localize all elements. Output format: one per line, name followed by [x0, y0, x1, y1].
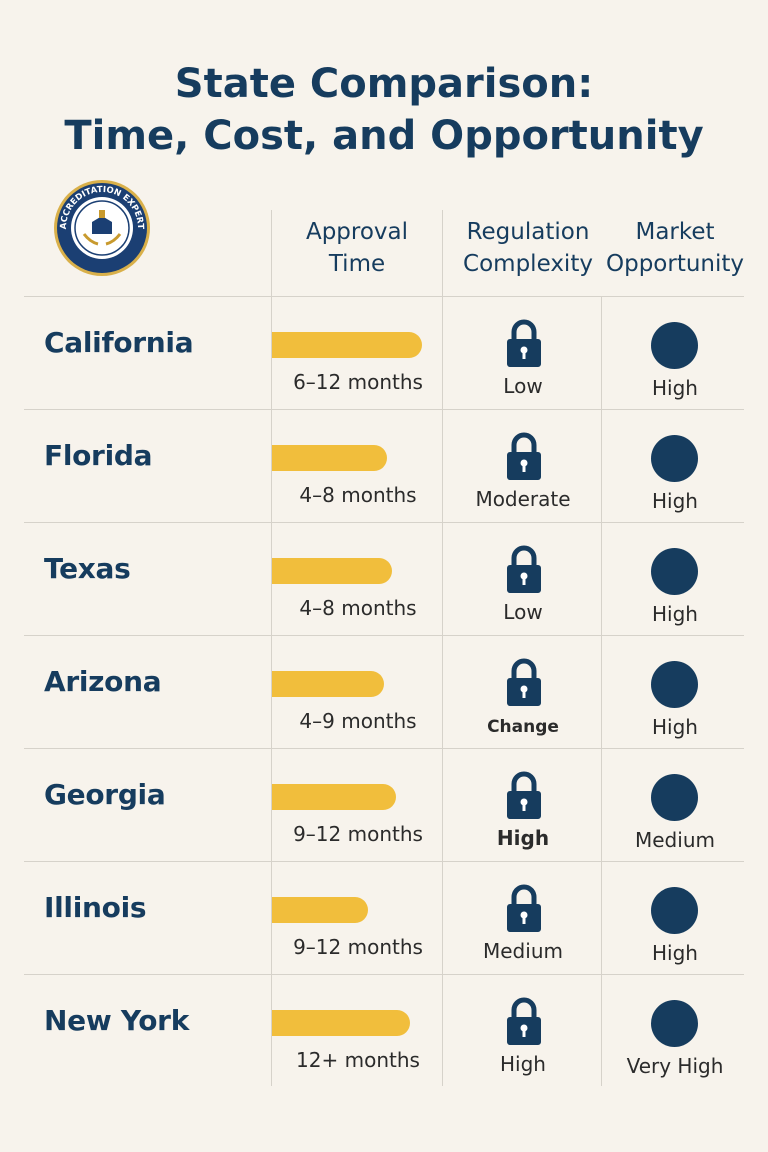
approval-time-label: 4–8 months	[299, 483, 417, 507]
state-name: New York	[44, 1004, 190, 1037]
approval-time-bar	[272, 445, 387, 471]
regulation-complexity-label: Medium	[483, 939, 563, 963]
lock-icon	[507, 884, 541, 932]
table-row: Texas 4–8 months Low High	[24, 522, 744, 635]
state-name: Arizona	[44, 665, 162, 698]
approval-time-bar	[272, 558, 392, 584]
approval-time-bar	[272, 332, 422, 358]
approval-time-label: 4–9 months	[299, 709, 417, 733]
divider	[601, 296, 602, 1086]
market-opportunity-label: Medium	[635, 828, 715, 852]
approval-time-bar	[272, 897, 368, 923]
market-opportunity-dot-icon	[651, 661, 698, 708]
market-opportunity-label: High	[652, 941, 698, 965]
regulation-complexity-label: High	[496, 826, 550, 850]
approval-time-bar	[272, 784, 396, 810]
comparison-table: Approval Time Regulation Complexity Mark…	[24, 210, 744, 1086]
state-name: Illinois	[44, 891, 147, 924]
market-opportunity-label: High	[652, 602, 698, 626]
row-divider	[24, 409, 744, 410]
market-opportunity-label: High	[652, 376, 698, 400]
regulation-complexity-label: Change	[487, 717, 559, 737]
approval-time-bar	[272, 671, 384, 697]
row-divider	[24, 974, 744, 975]
market-opportunity-dot-icon	[651, 435, 698, 482]
lock-icon	[507, 771, 541, 819]
approval-time-label: 9–12 months	[293, 935, 423, 959]
title-line-2: Time, Cost, and Opportunity	[64, 113, 704, 159]
column-header-approval-time: Approval Time	[305, 219, 409, 277]
lock-icon	[507, 319, 541, 367]
regulation-complexity-label: Low	[503, 600, 543, 624]
table-row: New York 12+ months High Very High	[24, 974, 744, 1087]
lock-icon	[507, 658, 541, 706]
state-name: California	[44, 326, 194, 359]
page-title: State Comparison: Time, Cost, and Opport…	[0, 58, 768, 162]
row-divider	[24, 522, 744, 523]
row-divider	[24, 635, 744, 636]
market-opportunity-label: High	[652, 489, 698, 513]
regulation-complexity-label: High	[500, 1052, 546, 1076]
row-divider	[24, 296, 744, 297]
column-header-regulation-complexity: Regulation Complexity	[463, 219, 593, 277]
market-opportunity-label: Very High	[626, 1054, 724, 1078]
lock-icon	[507, 997, 541, 1045]
approval-time-label: 9–12 months	[293, 822, 423, 846]
title-line-1: State Comparison:	[174, 61, 594, 107]
approval-time-label: 12+ months	[296, 1048, 420, 1072]
approval-time-bar	[272, 1010, 410, 1036]
table-row: Illinois 9–12 months Medium High	[24, 861, 744, 974]
table-row: Florida 4–8 months Moderate High	[24, 409, 744, 522]
market-opportunity-dot-icon	[651, 322, 698, 369]
row-divider	[24, 861, 744, 862]
table-row: Arizona 4–9 months Change High	[24, 635, 744, 748]
divider	[442, 210, 443, 1086]
market-opportunity-dot-icon	[651, 1000, 698, 1047]
state-name: Texas	[44, 552, 131, 585]
market-opportunity-dot-icon	[651, 774, 698, 821]
regulation-complexity-label: Moderate	[475, 487, 571, 511]
table-row: California 6–12 months Low High	[24, 296, 744, 409]
regulation-complexity-label: Low	[503, 374, 543, 398]
state-name: Georgia	[44, 778, 166, 811]
market-opportunity-dot-icon	[651, 548, 698, 595]
column-header-market-opportunity: Market Opportunity	[605, 219, 745, 277]
divider	[271, 210, 272, 1086]
table-row: Georgia 9–12 months High Medium	[24, 748, 744, 861]
lock-icon	[507, 432, 541, 480]
lock-icon	[507, 545, 541, 593]
market-opportunity-label: High	[652, 715, 698, 739]
approval-time-label: 6–12 months	[293, 370, 423, 394]
approval-time-label: 4–8 months	[299, 596, 417, 620]
market-opportunity-dot-icon	[651, 887, 698, 934]
accreditation-seal-icon: ACCREDITATION EXPERT	[54, 180, 150, 276]
state-name: Florida	[44, 439, 153, 472]
row-divider	[24, 748, 744, 749]
